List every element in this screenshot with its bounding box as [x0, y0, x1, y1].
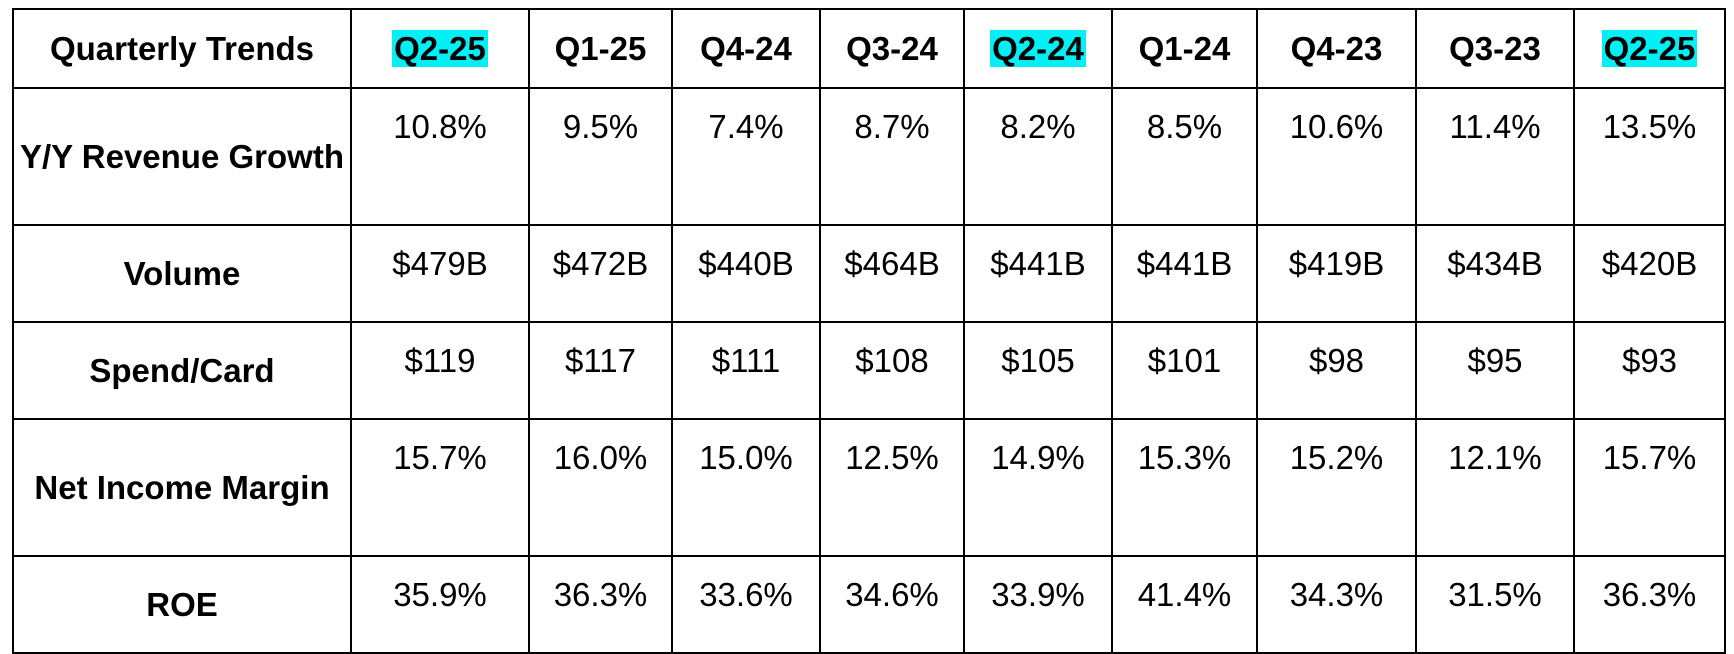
table-cell: 9.5%: [528, 87, 673, 226]
column-header: Q2-25: [1573, 8, 1726, 89]
table-cell: 12.5%: [819, 418, 965, 557]
table-row-volume: Volume $479B $472B $440B $464B $441B $44…: [12, 224, 1726, 323]
table-row-spend-per-card: Spend/Card $119 $117 $111 $108 $105 $101…: [12, 321, 1726, 420]
table-cell: $419B: [1256, 224, 1417, 323]
table-cell: 10.6%: [1256, 87, 1417, 226]
table-row-roe: ROE 35.9% 36.3% 33.6% 34.6% 33.9% 41.4% …: [12, 555, 1726, 654]
table-cell: $111: [671, 321, 821, 420]
row-header: Y/Y Revenue Growth: [12, 87, 352, 226]
table-cell: $441B: [1111, 224, 1258, 323]
column-header-label: Q2-25: [392, 29, 488, 67]
table-cell: $119: [350, 321, 530, 420]
table-title-cell: Quarterly Trends: [12, 8, 352, 89]
table-cell: 35.9%: [350, 555, 530, 654]
table-cell: 8.5%: [1111, 87, 1258, 226]
row-header: Spend/Card: [12, 321, 352, 420]
table-cell: $420B: [1573, 224, 1726, 323]
table-cell: 15.2%: [1256, 418, 1417, 557]
column-header: Q2-24: [963, 8, 1113, 89]
column-header: Q4-24: [671, 8, 821, 89]
table-cell: $479B: [350, 224, 530, 323]
table-cell: $95: [1415, 321, 1575, 420]
table-cell: 8.2%: [963, 87, 1113, 226]
table-cell: 36.3%: [528, 555, 673, 654]
row-header: Volume: [12, 224, 352, 323]
row-header: ROE: [12, 555, 352, 654]
table-cell: $101: [1111, 321, 1258, 420]
table-cell: 33.9%: [963, 555, 1113, 654]
table-cell: $434B: [1415, 224, 1575, 323]
column-header-label: Q1-24: [1138, 29, 1231, 67]
table-cell: 12.1%: [1415, 418, 1575, 557]
table-cell: 36.3%: [1573, 555, 1726, 654]
table-cell: 15.7%: [350, 418, 530, 557]
column-header-label: Q3-23: [1449, 29, 1541, 67]
quarterly-trends-table: Quarterly Trends Q2-25 Q1-25 Q4-24 Q3-24…: [12, 8, 1726, 654]
table-header-row: Quarterly Trends Q2-25 Q1-25 Q4-24 Q3-24…: [12, 8, 1726, 89]
column-header-label: Q4-23: [1290, 29, 1383, 67]
column-header: Q1-25: [528, 8, 673, 89]
table-cell: 41.4%: [1111, 555, 1258, 654]
column-header-label: Q1-25: [554, 29, 647, 67]
table-cell: $98: [1256, 321, 1417, 420]
table-cell: 16.0%: [528, 418, 673, 557]
table-cell: 31.5%: [1415, 555, 1575, 654]
table-cell: 11.4%: [1415, 87, 1575, 226]
table-cell: 34.6%: [819, 555, 965, 654]
column-header-label: Q3-24: [846, 29, 938, 67]
table-cell: 10.8%: [350, 87, 530, 226]
table-cell: 14.9%: [963, 418, 1113, 557]
table-cell: $117: [528, 321, 673, 420]
column-header: Q2-25: [350, 8, 530, 89]
table-cell: 8.7%: [819, 87, 965, 226]
table-cell: 7.4%: [671, 87, 821, 226]
table-cell: 15.0%: [671, 418, 821, 557]
column-header: Q1-24: [1111, 8, 1258, 89]
column-header: Q3-24: [819, 8, 965, 89]
table-row-net-income-margin: Net Income Margin 15.7% 16.0% 15.0% 12.5…: [12, 418, 1726, 557]
quarterly-trends-table-container: Quarterly Trends Q2-25 Q1-25 Q4-24 Q3-24…: [12, 8, 1726, 654]
table-cell: $472B: [528, 224, 673, 323]
table-cell: 13.5%: [1573, 87, 1726, 226]
column-header-label: Q4-24: [700, 29, 792, 67]
table-row-revenue-growth: Y/Y Revenue Growth 10.8% 9.5% 7.4% 8.7% …: [12, 87, 1726, 226]
column-header-label: Q2-24: [990, 29, 1086, 67]
table-cell: $105: [963, 321, 1113, 420]
column-header-label: Q2-25: [1601, 29, 1698, 67]
table-cell: 15.7%: [1573, 418, 1726, 557]
table-cell: $440B: [671, 224, 821, 323]
table-cell: $108: [819, 321, 965, 420]
table-cell: 34.3%: [1256, 555, 1417, 654]
column-header: Q4-23: [1256, 8, 1417, 89]
row-header: Net Income Margin: [12, 418, 352, 557]
table-cell: $93: [1573, 321, 1726, 420]
table-cell: $464B: [819, 224, 965, 323]
table-cell: 15.3%: [1111, 418, 1258, 557]
table-cell: 33.6%: [671, 555, 821, 654]
table-cell: $441B: [963, 224, 1113, 323]
column-header: Q3-23: [1415, 8, 1575, 89]
